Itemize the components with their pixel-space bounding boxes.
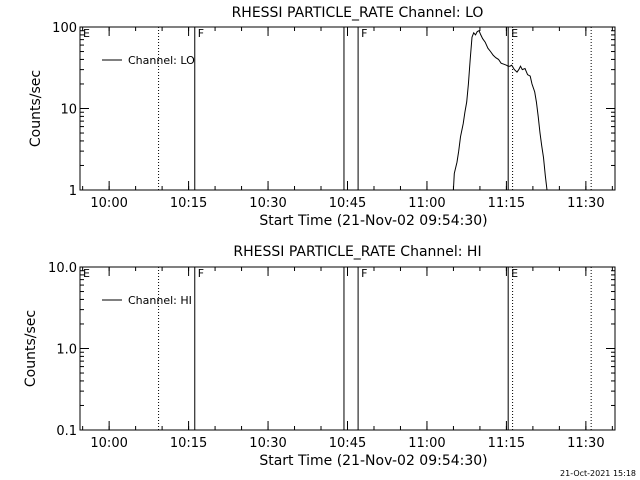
marker-label: E bbox=[511, 267, 518, 280]
marker-label: E bbox=[83, 267, 90, 280]
y-axis-label: Counts/sec bbox=[28, 70, 44, 147]
legend-label: Channel: LO bbox=[128, 54, 195, 67]
x-tick-label: 10:00 bbox=[90, 436, 127, 451]
chart-title: RHESSI PARTICLE_RATE Channel: HI bbox=[233, 244, 481, 260]
chart-title: RHESSI PARTICLE_RATE Channel: LO bbox=[232, 5, 484, 21]
x-axis-label: Start Time (21-Nov-02 09:54:30) bbox=[259, 453, 487, 469]
y-tick-label: 10 bbox=[60, 103, 77, 118]
x-tick-label: 11:30 bbox=[567, 196, 604, 211]
y-tick-label: 10.0 bbox=[48, 261, 77, 276]
chart-panel-1: RHESSI PARTICLE_RATE Channel: LO 10:00 10:… bbox=[28, 5, 616, 229]
marker-label: F bbox=[198, 27, 204, 40]
y-axis-label: Counts/sec bbox=[23, 310, 39, 387]
x-tick-label: 11:00 bbox=[408, 196, 445, 211]
x-tick-label: 11:15 bbox=[488, 196, 525, 211]
chart-panel-2: RHESSI PARTICLE_RATE Channel: HI 10:00 10:… bbox=[23, 244, 616, 469]
x-tick-label: 10:00 bbox=[90, 196, 127, 211]
legend-label: Channel: HI bbox=[128, 294, 192, 307]
x-tick-label: 11:15 bbox=[488, 436, 525, 451]
x-tick-label: 11:00 bbox=[408, 436, 445, 451]
series-line bbox=[452, 30, 548, 191]
marker-label: F bbox=[198, 267, 204, 280]
y-tick-label: 100 bbox=[52, 21, 77, 36]
x-tick-label: 11:30 bbox=[567, 436, 604, 451]
marker-label: E bbox=[511, 27, 518, 40]
y-tick-label: 0.1 bbox=[56, 424, 77, 439]
x-tick-label: 10:15 bbox=[170, 436, 207, 451]
x-tick-label: 10:15 bbox=[170, 196, 207, 211]
plot-frame bbox=[79, 26, 616, 191]
marker-label: E bbox=[83, 27, 90, 40]
marker-label: F bbox=[361, 267, 367, 280]
y-tick-label: 1.0 bbox=[56, 343, 77, 358]
x-tick-label: 10:30 bbox=[249, 436, 286, 451]
x-axis-label: Start Time (21-Nov-02 09:54:30) bbox=[259, 213, 487, 229]
x-tick-label: 10:30 bbox=[249, 196, 286, 211]
y-tick-label: 1 bbox=[69, 184, 77, 199]
marker-label: F bbox=[361, 27, 367, 40]
footer-timestamp: 21-Oct-2021 15:18 bbox=[560, 469, 636, 478]
x-tick-label: 10:45 bbox=[329, 436, 366, 451]
plot-frame bbox=[79, 266, 616, 431]
x-tick-label: 10:45 bbox=[329, 196, 366, 211]
